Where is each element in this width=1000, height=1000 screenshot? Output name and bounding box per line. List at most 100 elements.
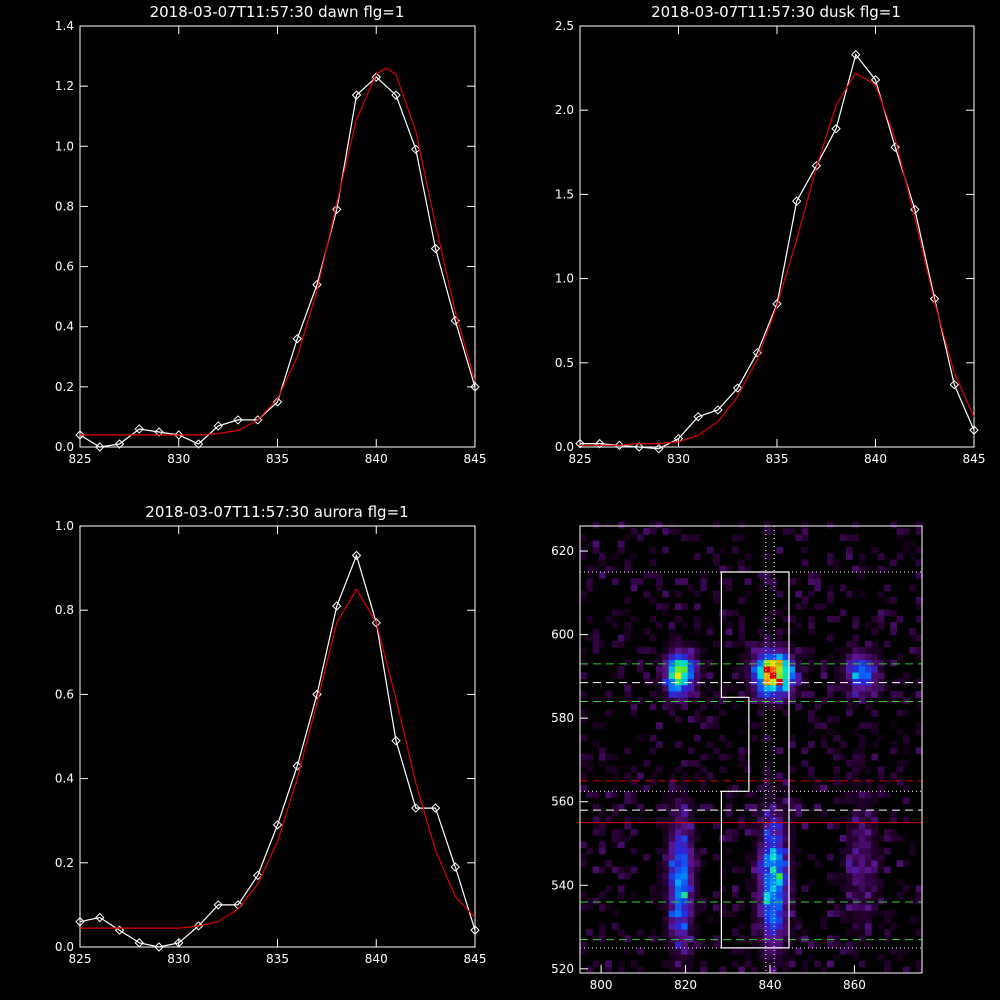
- heatmap-cell: [846, 872, 853, 880]
- heatmap-cell: [865, 684, 872, 692]
- heatmap-cell: [884, 897, 891, 905]
- heatmap-cell: [852, 791, 859, 798]
- heatmap-cell: [586, 565, 593, 573]
- heatmap-cell: [586, 540, 593, 548]
- heatmap-cell: [662, 797, 669, 805]
- heatmap-cell: [586, 634, 593, 642]
- heatmap-cell: [770, 578, 777, 585]
- heatmap-cell: [846, 897, 853, 905]
- heatmap-cell: [782, 891, 790, 899]
- heatmap-cell: [662, 697, 669, 704]
- heatmap-cell: [687, 640, 695, 648]
- heatmap-cell: [820, 785, 828, 792]
- heatmap-cell: [605, 753, 612, 761]
- heatmap-cell: [694, 615, 701, 623]
- heatmap-cell: [751, 891, 758, 899]
- heatmap-cell: [858, 759, 866, 767]
- heatmap-cell: [687, 960, 695, 968]
- heatmap-cell: [846, 860, 853, 867]
- heatmap-cell: [675, 860, 682, 867]
- heatmap-cell: [776, 922, 783, 930]
- heatmap-cell: [694, 734, 701, 742]
- heatmap-cell: [776, 590, 783, 598]
- p3-ytick-label: 560: [551, 795, 574, 809]
- heatmap-cell: [668, 791, 676, 798]
- heatmap-cell: [839, 684, 847, 692]
- heatmap-cell: [896, 759, 904, 767]
- heatmap-cell: [782, 929, 790, 936]
- heatmap-cell: [580, 853, 587, 861]
- heatmap-cell: [599, 747, 606, 755]
- heatmap-cell: [656, 816, 663, 823]
- heatmap-cell: [763, 866, 771, 874]
- data-point: [154, 427, 164, 437]
- heatmap-cell: [763, 816, 771, 823]
- heatmap-cell: [827, 960, 834, 968]
- heatmap-cell: [744, 885, 752, 892]
- heatmap-cell: [681, 640, 688, 648]
- heatmap-cell: [846, 822, 853, 830]
- data-point: [634, 442, 644, 452]
- heatmap-cell: [586, 847, 593, 855]
- heatmap-cell: [719, 734, 726, 742]
- heatmap-cell: [896, 835, 904, 842]
- heatmap-cell: [618, 640, 625, 648]
- heatmap-cell: [649, 747, 657, 755]
- heatmap-cell: [884, 640, 891, 648]
- heatmap-cell: [915, 647, 923, 654]
- p0-ytick-label: 0.6: [55, 260, 74, 274]
- heatmap-cell: [618, 966, 625, 974]
- heatmap-cell: [782, 910, 790, 917]
- heatmap-cell: [757, 709, 764, 717]
- heatmap-cell: [820, 665, 828, 673]
- heatmap-cell: [687, 747, 695, 755]
- heatmap-cell: [719, 640, 726, 648]
- heatmap-cell: [782, 885, 790, 892]
- heatmap-cell: [846, 947, 853, 955]
- heatmap-cell: [808, 709, 815, 717]
- heatmap-cell: [896, 879, 904, 886]
- p3-xtick-label: 800: [590, 978, 613, 992]
- heatmap-cell: [871, 860, 878, 867]
- heatmap-cell: [776, 885, 783, 892]
- heatmap-cell: [858, 684, 866, 692]
- heatmap-cell: [738, 691, 745, 698]
- data-point: [193, 921, 204, 931]
- heatmap-cell: [744, 791, 752, 798]
- heatmap-cell: [839, 916, 847, 924]
- heatmap-cell: [744, 553, 752, 560]
- heatmap-cell: [694, 697, 701, 704]
- heatmap-cell: [846, 797, 853, 805]
- heatmap-cell: [877, 897, 885, 905]
- heatmap-cell: [637, 534, 644, 542]
- heatmap-cell: [700, 960, 707, 968]
- heatmap-cell: [770, 672, 777, 679]
- heatmap-cell: [592, 647, 600, 654]
- heatmap-cell: [700, 678, 707, 686]
- heatmap-cell: [637, 772, 644, 780]
- heatmap-cell: [770, 897, 777, 905]
- heatmap-cell: [681, 659, 688, 667]
- heatmap-cell: [592, 741, 600, 748]
- heatmap-cell: [586, 904, 593, 911]
- data-point: [870, 75, 881, 85]
- heatmap-cell: [662, 678, 669, 686]
- heatmap-cell: [839, 678, 847, 686]
- heatmap-cell: [789, 647, 796, 654]
- heatmap-cell: [687, 922, 695, 930]
- heatmap-cell: [738, 966, 745, 974]
- heatmap-cell: [884, 565, 891, 573]
- heatmap-cell: [668, 672, 676, 679]
- heatmap-cell: [592, 640, 600, 648]
- heatmap-cell: [719, 615, 726, 623]
- heatmap-cell: [896, 528, 904, 535]
- heatmap-cell: [757, 897, 764, 905]
- heatmap-cell: [896, 728, 904, 736]
- heatmap-cell: [624, 947, 631, 955]
- heatmap-cell: [915, 678, 923, 686]
- heatmap-cell: [675, 847, 682, 855]
- heatmap-cell: [675, 803, 682, 811]
- heatmap-cell: [649, 528, 657, 535]
- heatmap-cell: [789, 640, 796, 648]
